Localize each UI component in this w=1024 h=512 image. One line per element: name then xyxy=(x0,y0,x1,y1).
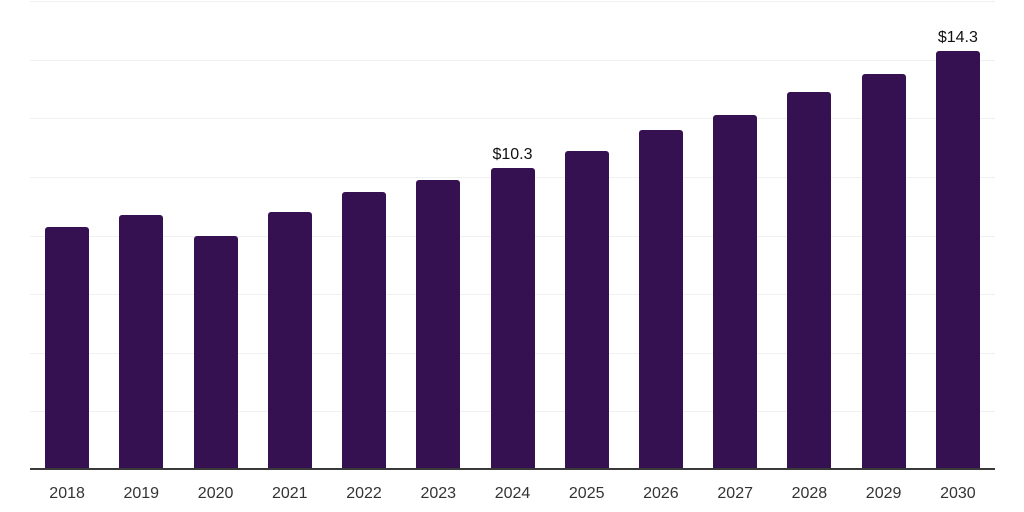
bar-2022 xyxy=(342,191,386,470)
x-axis-label-2018: 2018 xyxy=(49,485,85,502)
gridline xyxy=(30,60,995,61)
gridline xyxy=(30,118,995,119)
bar-2029 xyxy=(861,74,906,470)
x-axis-label-2028: 2028 xyxy=(791,485,828,502)
bar-2027 xyxy=(713,115,758,470)
x-axis-label-2027: 2027 xyxy=(717,485,753,502)
x-axis-label-2023: 2023 xyxy=(420,485,457,502)
x-axis-line xyxy=(30,468,995,470)
bar-2024 xyxy=(490,168,535,470)
x-axis-label-2029: 2029 xyxy=(865,485,902,502)
x-axis-label-2022: 2022 xyxy=(346,485,382,502)
gridline xyxy=(30,1,995,2)
bar-2023 xyxy=(416,179,461,470)
x-axis-label-2021: 2021 xyxy=(271,485,308,502)
x-axis-label-2030: 2030 xyxy=(940,485,976,502)
x-axis-label-2024: 2024 xyxy=(494,485,531,502)
x-axis-label-2025: 2025 xyxy=(568,485,605,502)
x-axis-label-2019: 2019 xyxy=(123,485,160,502)
value-label-2024: $10.3 xyxy=(492,146,533,164)
x-axis-label-2020: 2020 xyxy=(197,485,234,502)
bar-2030 xyxy=(935,50,980,470)
value-label-2030: $14.3 xyxy=(937,28,978,46)
bar-2025 xyxy=(564,150,609,470)
bar-2026 xyxy=(639,130,683,470)
bar-2021 xyxy=(267,212,312,470)
bar-2018 xyxy=(45,226,90,470)
bar-2020 xyxy=(193,235,238,470)
x-axis-label-2026: 2026 xyxy=(643,485,679,502)
bar-2028 xyxy=(787,91,832,470)
bar-2019 xyxy=(119,215,164,470)
